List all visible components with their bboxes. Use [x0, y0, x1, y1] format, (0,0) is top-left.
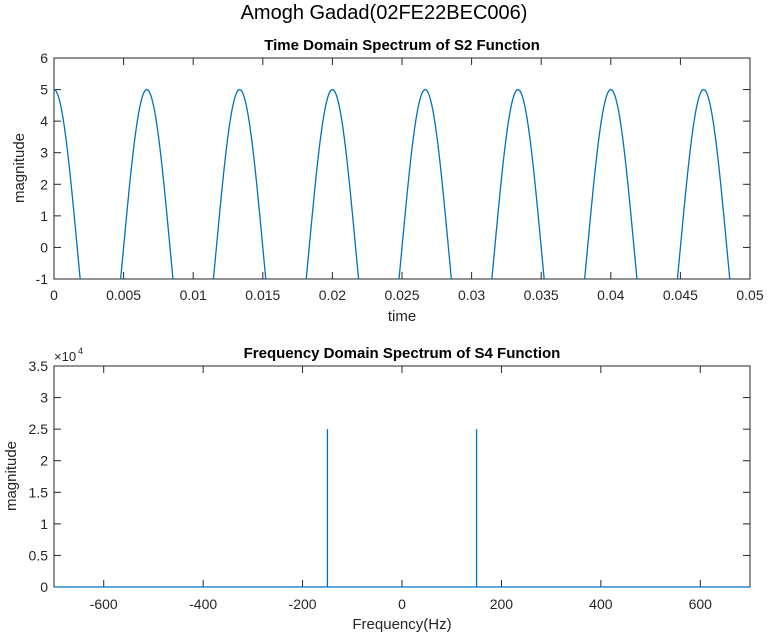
freq-plot-title: Frequency Domain Spectrum of S4 Function	[244, 345, 561, 362]
svg-text:4: 4	[78, 346, 83, 356]
freq-plot-exponent-label: ×10 4	[54, 346, 83, 364]
y-tick-label: 2.5	[29, 421, 49, 437]
x-tick-label: 0.02	[319, 287, 346, 303]
x-tick-label: 600	[689, 596, 713, 612]
x-tick-label: 0.025	[384, 287, 419, 303]
x-tick-label: 400	[589, 596, 613, 612]
y-tick-label: 6	[40, 50, 48, 66]
freq-plot-axes-box	[53, 365, 751, 588]
x-tick-label: 0.045	[663, 287, 698, 303]
y-tick-label: 4	[40, 113, 48, 129]
time-plot-x-ticks: 0 0.005 0.01 0.015 0.02 0.025 0.03 0.035 0.04 0.0…	[50, 58, 764, 303]
freq-plot-y-ticks: 0 0.5 1 1.5 2 2.5 3 3.5	[29, 358, 750, 595]
y-tick-label: 3.5	[29, 358, 49, 374]
x-tick-label: 0.01	[180, 287, 207, 303]
y-tick-label: 3	[40, 390, 48, 406]
x-tick-label: 0.005	[106, 287, 141, 303]
x-tick-label: -200	[289, 596, 317, 612]
y-tick-label: 2	[40, 176, 48, 192]
figure-suptitle: Amogh Gadad(02FE22BEC006)	[240, 2, 528, 24]
time-plot-title: Time Domain Spectrum of S2 Function	[264, 37, 540, 54]
freq-plot-x-ticks: -600 -400 -200 0 200 400 600	[90, 366, 712, 612]
y-tick-label: 0	[40, 239, 48, 255]
x-tick-label: 0.04	[597, 287, 624, 303]
svg-text:×10: ×10	[54, 349, 76, 364]
time-domain-plot: Time Domain Spectrum of S2 Function -101…	[11, 37, 764, 325]
freq-plot-ylabel: magnitude	[3, 441, 20, 511]
y-tick-label: 3	[40, 145, 48, 161]
time-plot-y-ticks: -1 0 1 2 3 4 5 6	[36, 50, 750, 287]
frequency-spectrum-line	[54, 429, 750, 588]
y-tick-label: 1.5	[29, 484, 49, 500]
y-tick-label: 5	[40, 82, 48, 98]
x-tick-label: 0.05	[736, 287, 763, 303]
time-plot-ylabel: magnitude	[11, 133, 28, 203]
time-signal-line	[54, 88, 731, 279]
y-tick-label: 1	[40, 516, 48, 532]
x-tick-label: 0.03	[458, 287, 485, 303]
x-tick-label: 0	[398, 596, 406, 612]
frequency-domain-plot: Frequency Domain Spectrum of S4 Function…	[3, 345, 751, 633]
y-tick-label: 0	[40, 579, 48, 595]
y-tick-label: 1	[40, 208, 48, 224]
y-tick-label: 0.5	[29, 547, 49, 563]
y-tick-label: 2	[40, 453, 48, 469]
time-plot-xlabel: time	[388, 308, 416, 325]
x-tick-label: -400	[189, 596, 217, 612]
freq-plot-xlabel: Frequency(Hz)	[352, 616, 451, 633]
x-tick-label: 0.015	[245, 287, 280, 303]
x-tick-label: -600	[90, 596, 118, 612]
y-tick-label: -1	[36, 271, 49, 287]
x-tick-label: 0	[50, 287, 58, 303]
x-tick-label: 200	[490, 596, 514, 612]
x-tick-label: 0.035	[524, 287, 559, 303]
